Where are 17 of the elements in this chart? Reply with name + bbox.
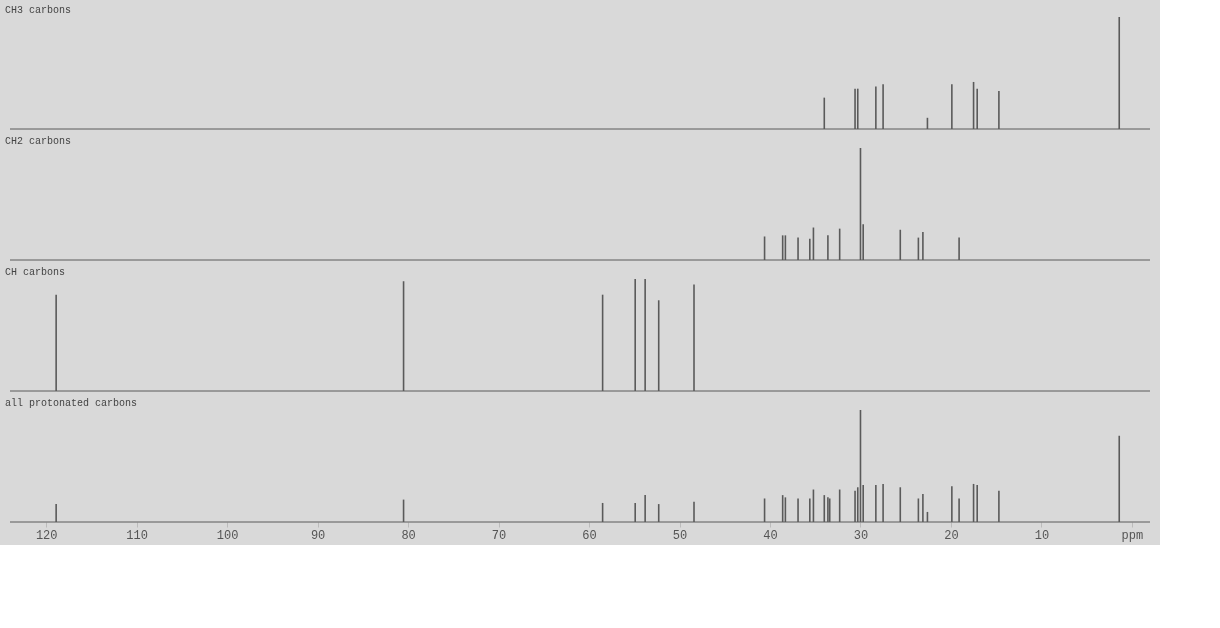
x-tick-label: 100 xyxy=(216,528,239,543)
x-tick-label: 30 xyxy=(853,528,869,543)
chart-title: CH2 carbons xyxy=(5,136,72,147)
x-tick-label: 110 xyxy=(126,528,148,543)
x-tick-label: 10 xyxy=(1034,528,1050,543)
x-tick-label: ppm xyxy=(1121,528,1144,543)
x-tick-label: 50 xyxy=(672,528,688,543)
chart-title: all protonated carbons xyxy=(5,398,138,409)
x-tick-label: 40 xyxy=(763,528,778,543)
x-tick-label: 60 xyxy=(582,528,597,543)
chart-title: CH3 carbons xyxy=(5,5,72,16)
chart-title: CH carbons xyxy=(5,267,66,278)
x-tick-label: 70 xyxy=(491,528,507,543)
x-tick-label: 120 xyxy=(35,528,58,543)
x-tick-label: 90 xyxy=(310,528,326,543)
x-tick-label: 20 xyxy=(944,528,959,543)
x-tick-label: 80 xyxy=(401,528,416,543)
